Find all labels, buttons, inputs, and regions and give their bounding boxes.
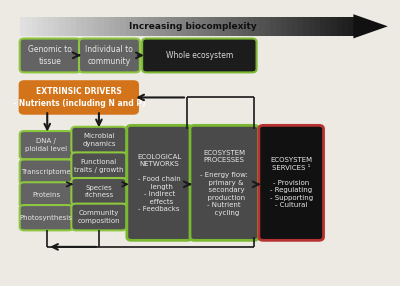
Bar: [348, 17, 354, 35]
Bar: [226, 17, 232, 35]
Bar: [120, 17, 126, 35]
Text: Community
composition: Community composition: [78, 210, 120, 224]
Bar: [109, 17, 115, 35]
Bar: [154, 17, 160, 35]
FancyBboxPatch shape: [20, 131, 73, 159]
Bar: [48, 17, 54, 35]
FancyBboxPatch shape: [20, 182, 73, 208]
Text: ECOSYSTEM
SERVICES ¹

- Provision
- Regulating
- Supporting
- Cultural: ECOSYSTEM SERVICES ¹ - Provision - Regul…: [270, 157, 313, 208]
Bar: [265, 17, 270, 35]
FancyBboxPatch shape: [79, 39, 140, 72]
Bar: [292, 17, 298, 35]
Bar: [82, 17, 88, 35]
Bar: [132, 17, 137, 35]
Text: Increasing biocomplexity: Increasing biocomplexity: [129, 22, 256, 31]
Text: Genomic to
tissue: Genomic to tissue: [28, 45, 72, 65]
Bar: [37, 17, 43, 35]
Text: Transcriptome: Transcriptome: [22, 169, 71, 175]
Bar: [159, 17, 165, 35]
Bar: [26, 17, 32, 35]
Text: Proteins: Proteins: [32, 192, 60, 198]
Bar: [309, 17, 315, 35]
FancyBboxPatch shape: [127, 125, 192, 240]
FancyBboxPatch shape: [20, 81, 138, 114]
Bar: [192, 17, 198, 35]
Polygon shape: [353, 14, 388, 38]
Bar: [148, 17, 154, 35]
Text: Individual to
community: Individual to community: [86, 45, 133, 65]
Bar: [198, 17, 204, 35]
Bar: [242, 17, 248, 35]
Bar: [170, 17, 176, 35]
Bar: [287, 17, 293, 35]
FancyBboxPatch shape: [71, 152, 126, 179]
Bar: [32, 17, 38, 35]
Text: ECOLOGICAL
NETWORKS

- Food chain
  length
- Indirect
  effects
- Feedbacks: ECOLOGICAL NETWORKS - Food chain length …: [137, 154, 181, 212]
Text: ECOSYSTEM
PROCESSES

- Energy flow:
  primary &
  secondary
  production
- Nutri: ECOSYSTEM PROCESSES - Energy flow: prima…: [200, 150, 248, 216]
Text: DNA /
ploidal level: DNA / ploidal level: [25, 138, 67, 152]
Bar: [137, 17, 143, 35]
Bar: [259, 17, 265, 35]
Bar: [187, 17, 193, 35]
FancyBboxPatch shape: [71, 178, 126, 205]
Bar: [87, 17, 93, 35]
Bar: [304, 17, 309, 35]
FancyBboxPatch shape: [71, 127, 126, 154]
Bar: [281, 17, 287, 35]
Bar: [65, 17, 71, 35]
Text: EXTRINSIC DRIVERS
- Nutrients (including N and P): EXTRINSIC DRIVERS - Nutrients (including…: [12, 88, 145, 108]
Bar: [59, 17, 65, 35]
Bar: [298, 17, 304, 35]
Bar: [276, 17, 282, 35]
FancyBboxPatch shape: [142, 39, 256, 72]
Bar: [231, 17, 237, 35]
Bar: [176, 17, 182, 35]
FancyBboxPatch shape: [190, 125, 258, 240]
Bar: [254, 17, 260, 35]
Bar: [215, 17, 220, 35]
Bar: [337, 17, 343, 35]
Bar: [76, 17, 82, 35]
Text: Whole ecosystem: Whole ecosystem: [166, 51, 233, 60]
Bar: [326, 17, 332, 35]
Text: Functional
traits / growth: Functional traits / growth: [74, 159, 124, 172]
Bar: [126, 17, 132, 35]
Bar: [20, 17, 26, 35]
Bar: [92, 17, 98, 35]
FancyBboxPatch shape: [71, 204, 126, 231]
FancyBboxPatch shape: [259, 125, 324, 240]
Bar: [98, 17, 104, 35]
Bar: [342, 17, 348, 35]
FancyBboxPatch shape: [20, 39, 80, 72]
FancyBboxPatch shape: [20, 160, 73, 185]
Bar: [320, 17, 326, 35]
Text: Species
richness: Species richness: [84, 185, 114, 198]
Bar: [270, 17, 276, 35]
Bar: [70, 17, 76, 35]
Bar: [54, 17, 60, 35]
Bar: [115, 17, 121, 35]
Bar: [220, 17, 226, 35]
Text: Photosynthesis: Photosynthesis: [20, 215, 73, 221]
Bar: [165, 17, 171, 35]
Bar: [314, 17, 320, 35]
Bar: [181, 17, 187, 35]
FancyBboxPatch shape: [20, 205, 73, 231]
Text: Microbial
dynamics: Microbial dynamics: [82, 133, 116, 147]
Bar: [209, 17, 215, 35]
Bar: [237, 17, 243, 35]
Bar: [204, 17, 210, 35]
Bar: [104, 17, 110, 35]
Bar: [43, 17, 48, 35]
Bar: [142, 17, 148, 35]
Bar: [248, 17, 254, 35]
Bar: [331, 17, 337, 35]
